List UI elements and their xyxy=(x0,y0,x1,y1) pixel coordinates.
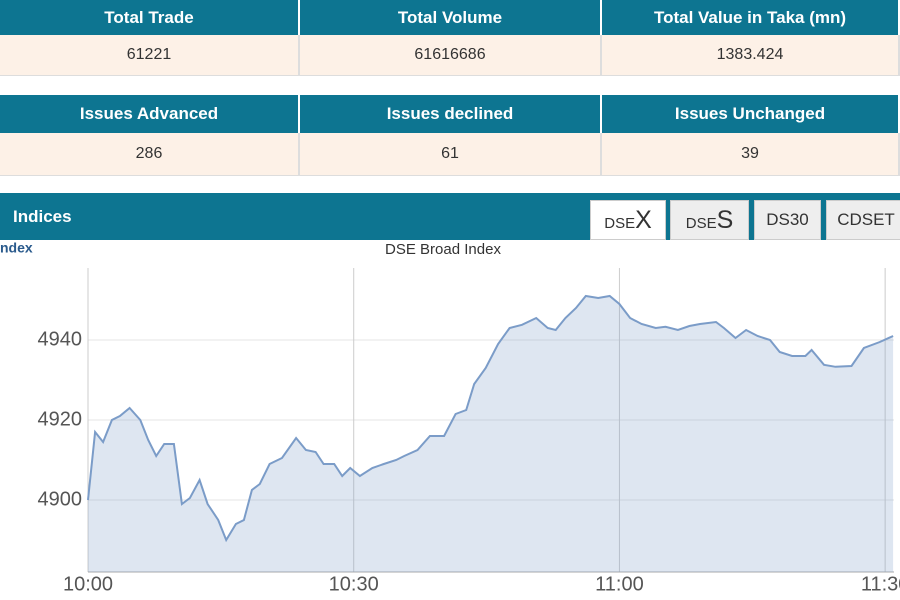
summary-table: Total Trade Total Volume Total Value in … xyxy=(0,0,900,76)
value-cell: 61221 xyxy=(0,35,300,76)
tab[interactable]: DS30 xyxy=(754,200,821,240)
area xyxy=(88,296,894,572)
line xyxy=(87,294,894,543)
header-cell: Issues declined xyxy=(300,95,602,133)
tab-label: CDSET xyxy=(837,210,895,229)
y-tick-label: 4920 xyxy=(38,408,83,430)
tab-label: DS30 xyxy=(766,210,809,229)
value-cell: 286 xyxy=(0,133,300,176)
header-cell: Total Value in Taka (mn) xyxy=(602,0,900,35)
tab[interactable]: DSES xyxy=(670,200,749,240)
y-tick-label: 4940 xyxy=(38,328,83,350)
side-label: ndex xyxy=(0,240,33,256)
value-cell: 61616686 xyxy=(300,35,602,76)
value-cell: 61 xyxy=(300,133,602,176)
x-tick-label: 10:00 xyxy=(63,573,113,595)
header-cell: Total Volume xyxy=(300,0,602,35)
tab[interactable]: CDSET xyxy=(826,200,900,240)
x-tick-label: 11:30 xyxy=(861,573,900,595)
tab-label: DSES xyxy=(685,205,734,234)
x-tick-label: 11:00 xyxy=(595,573,644,595)
value-cell: 1383.424 xyxy=(602,35,900,76)
panel-title: Indices xyxy=(13,207,72,226)
header-cell: Issues Unchanged xyxy=(602,95,900,133)
tab[interactable]: DSEX xyxy=(590,200,666,240)
value-cell: 39 xyxy=(602,133,900,176)
indices-bar: Indices DSEX DSES DS30 CDSET xyxy=(0,193,900,240)
y-tick-label: 4900 xyxy=(38,488,83,510)
chart: ndex DSE Broad Index 4900 4920 4940 10:00 10… xyxy=(0,240,900,595)
header-cell: Issues Advanced xyxy=(0,95,300,133)
chart-title: DSE Broad Index xyxy=(385,241,501,258)
header-cell: Total Trade xyxy=(0,0,300,35)
x-tick-label: 10:30 xyxy=(329,573,379,595)
tab-label: DSEX xyxy=(604,205,652,234)
issues-table: Issues Advanced Issues declined Issues U… xyxy=(0,95,900,176)
